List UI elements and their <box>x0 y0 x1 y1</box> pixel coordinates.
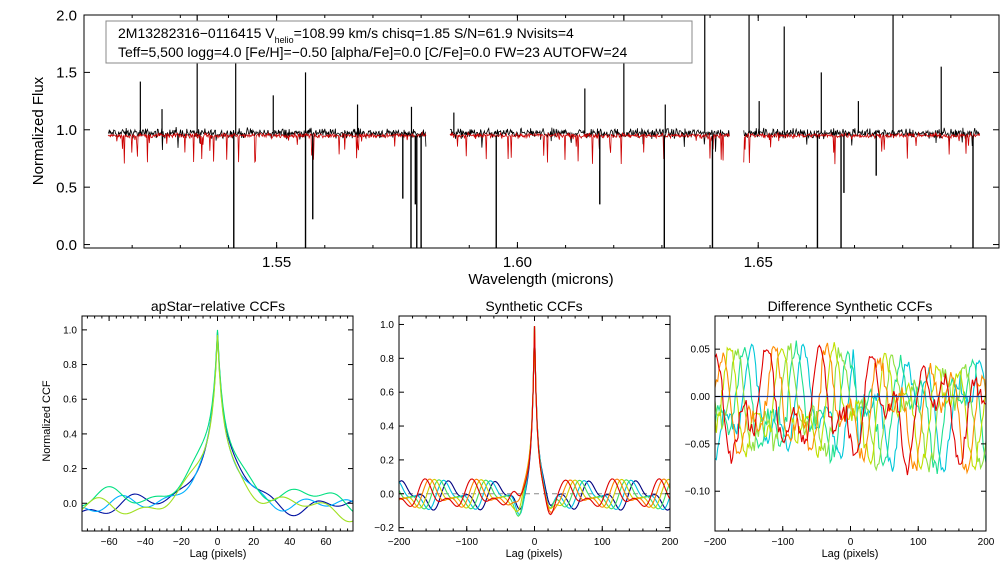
x-tick-label: −200 <box>704 537 727 548</box>
apstar-ccf-frame <box>81 315 354 532</box>
synthetic-ccf-xlabel: Lag (pixels) <box>506 548 563 560</box>
y-tick-label: −0.05 <box>685 439 711 450</box>
difference-ccf-series <box>714 340 987 476</box>
synthetic-ccf-ticks: −200 −100 0 100 200 −0.2 0.0 0.2 0.4 0.6 0.8 1.0 <box>374 316 679 548</box>
difference-ccf-visit-4-line <box>714 342 987 471</box>
difference-ccf-panel: Difference Synthetic CCFs −200 −100 0 100 20… <box>685 298 995 560</box>
synthetic-ccf-visit-4-line <box>398 326 671 513</box>
y-tick-label: 0.05 <box>691 345 711 356</box>
x-tick-label: 100 <box>594 537 611 548</box>
x-tick-label: −60 <box>101 537 118 548</box>
difference-ccf-visit-2-line <box>714 340 987 474</box>
x-tick-label: 0 <box>215 537 221 548</box>
difference-ccf-visit-5-line <box>714 342 987 475</box>
apstar-ccf-ylabel: Normalized CCF <box>41 380 53 462</box>
x-tick-label: 0 <box>532 537 538 548</box>
y-tick-label: 0.0 <box>56 237 77 254</box>
x-tick-label: 100 <box>910 537 927 548</box>
x-tick-label: 0 <box>848 537 854 548</box>
annotation-helio-subscript: helio <box>275 35 294 45</box>
synthetic-ccf-visit-6-line <box>398 326 671 516</box>
y-tick-label: 0.6 <box>63 395 77 406</box>
x-tick-label: 60 <box>320 537 332 548</box>
spectrum-panel: 1.55 1.60 1.65 0.0 0.5 1.0 1.5 2.0 Wavelength (… <box>30 7 1000 288</box>
apstar-ccf-xlabel: Lag (pixels) <box>190 548 247 560</box>
apstar-ccf-visit-3-line <box>81 329 354 512</box>
x-tick-label: 200 <box>662 537 679 548</box>
y-tick-label: 0.5 <box>56 179 77 196</box>
x-tick-label: −100 <box>771 537 794 548</box>
apstar-ccf-ticks: −60 −40 −20 0 20 40 60 0.0 0.2 0.4 0.6 0.8 1.0 <box>63 316 353 548</box>
y-tick-label: −0.10 <box>685 487 711 498</box>
y-tick-label: 1.0 <box>380 320 394 331</box>
x-tick-label: 40 <box>284 537 296 548</box>
y-tick-label: 2.0 <box>56 7 77 24</box>
x-tick-label: 200 <box>978 537 995 548</box>
difference-ccf-visit-6-line <box>714 344 987 476</box>
y-tick-label: 0.0 <box>63 499 77 510</box>
x-tick-label: −200 <box>388 537 411 548</box>
y-tick-label: 0.8 <box>380 354 394 365</box>
annotation-box: 2M13282316−0116415 Vhelio=108.99 km/s ch… <box>105 20 693 64</box>
x-tick-label: −20 <box>173 537 190 548</box>
annotation-frame <box>105 20 693 64</box>
y-tick-label: 0.4 <box>380 422 394 433</box>
y-tick-label: 0.6 <box>380 388 394 399</box>
y-tick-label: 0.00 <box>691 392 711 403</box>
difference-ccf-ticks: −200 −100 0 100 200 −0.10 −0.05 0.00 0.05 <box>685 316 995 548</box>
spectrum-observed-line <box>743 127 981 147</box>
synthetic-ccf-series <box>398 326 671 517</box>
difference-ccf-xlabel: Lag (pixels) <box>822 548 879 560</box>
x-tick-label: 1.55 <box>262 254 291 271</box>
spectrum-model-line <box>743 131 981 165</box>
y-tick-label: 1.0 <box>56 122 77 139</box>
apstar-ccf-title: apStar−relative CCFs <box>151 298 285 314</box>
annotation-line-2: Teff=5,500 logg=4.0 [Fe/H]=−0.50 [alpha/… <box>118 44 627 60</box>
apstar-ccf-visit-1-line <box>81 331 354 517</box>
apstar-ccf-panel: apStar−relative CCFs −60 −40 −20 0 20 40 60 0.0… <box>41 298 354 560</box>
spectrum-ylabel: Normalized Flux <box>30 76 47 185</box>
y-tick-label: −0.2 <box>374 523 394 534</box>
spectrum-xlabel: Wavelength (microns) <box>468 271 613 288</box>
apstar-ccf-visit-4-line <box>81 335 354 523</box>
x-tick-label: −40 <box>137 537 154 548</box>
y-tick-label: 0.0 <box>380 489 394 500</box>
spectrum-series <box>107 15 981 248</box>
spectrum-observed-line <box>107 127 427 151</box>
annotation-line-1-post: =108.99 km/s chisq=1.85 S/N=61.9 Nvisits… <box>294 25 574 41</box>
y-tick-label: 0.2 <box>63 464 77 475</box>
annotation-line-1-pre: 2M13282316−0116415 V <box>118 25 275 41</box>
x-tick-label: 1.60 <box>503 254 532 271</box>
y-tick-label: 0.4 <box>63 429 77 440</box>
apstar-ccf-series <box>81 329 354 523</box>
difference-ccf-visit-1-line <box>714 343 987 473</box>
spectrum-ticks: 1.55 1.60 1.65 0.0 0.5 1.0 1.5 2.0 <box>56 7 999 271</box>
y-tick-label: 1.0 <box>63 325 77 336</box>
spectrum-frame <box>83 14 1000 249</box>
y-tick-label: 0.8 <box>63 360 77 371</box>
annotation-line-1: 2M13282316−0116415 Vhelio=108.99 km/s ch… <box>118 25 574 45</box>
y-tick-label: 0.2 <box>380 455 394 466</box>
spectrum-observed-line <box>449 127 730 152</box>
x-tick-label: 20 <box>248 537 260 548</box>
y-tick-label: 1.5 <box>56 65 77 82</box>
apstar-ccf-visit-2-line <box>81 333 354 512</box>
spectrum-model-line <box>107 130 427 164</box>
x-tick-label: 1.65 <box>744 254 773 271</box>
synthetic-ccf-panel: Synthetic CCFs −200 −100 0 100 200 −0.2 0.0 0.2… <box>374 298 679 560</box>
x-tick-label: −100 <box>455 537 478 548</box>
synthetic-ccf-title: Synthetic CCFs <box>485 298 582 314</box>
difference-ccf-title: Difference Synthetic CCFs <box>768 298 933 314</box>
